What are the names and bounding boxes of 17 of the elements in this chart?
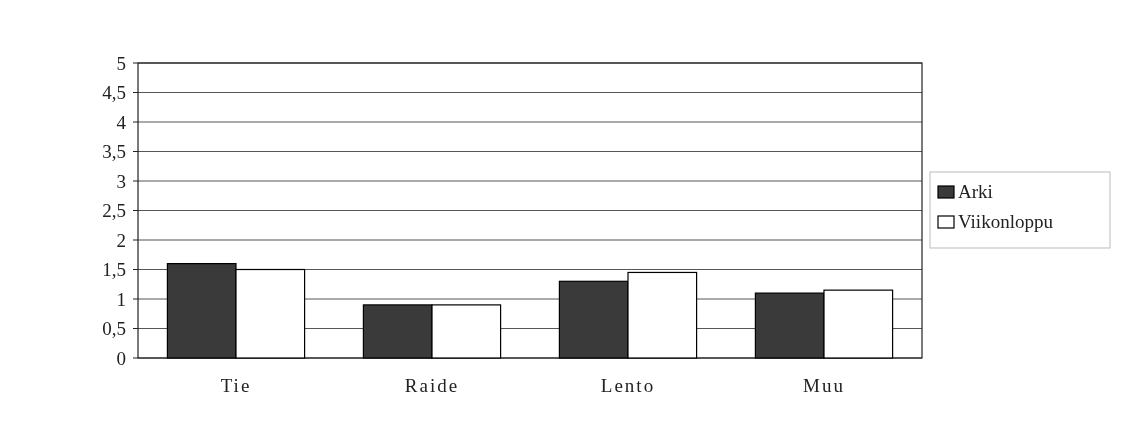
y-tick-label: 2,5 [102, 200, 126, 222]
y-tick-label: 0,5 [102, 318, 126, 340]
legend-label: Arki [958, 181, 993, 202]
x-tick-label: Raide [404, 375, 460, 396]
y-tick-label: 5 [116, 52, 126, 74]
legend-label: Viikonloppu [958, 211, 1054, 232]
x-tick-label: Muu [803, 375, 845, 396]
y-tick-label: 4,5 [102, 82, 126, 104]
y-tick-label: 2 [116, 229, 126, 251]
y-tick-label: 3 [116, 170, 126, 192]
x-tick-label: Lento [600, 375, 656, 396]
y-tick-label: 4 [116, 111, 127, 133]
y-tick-label: 1 [116, 288, 126, 310]
y-tick-label: 1,5 [102, 259, 126, 281]
y-tick-label: 3,5 [102, 141, 126, 163]
y-tick-label: 0 [116, 347, 126, 369]
x-tick-label: Tie [220, 375, 252, 396]
